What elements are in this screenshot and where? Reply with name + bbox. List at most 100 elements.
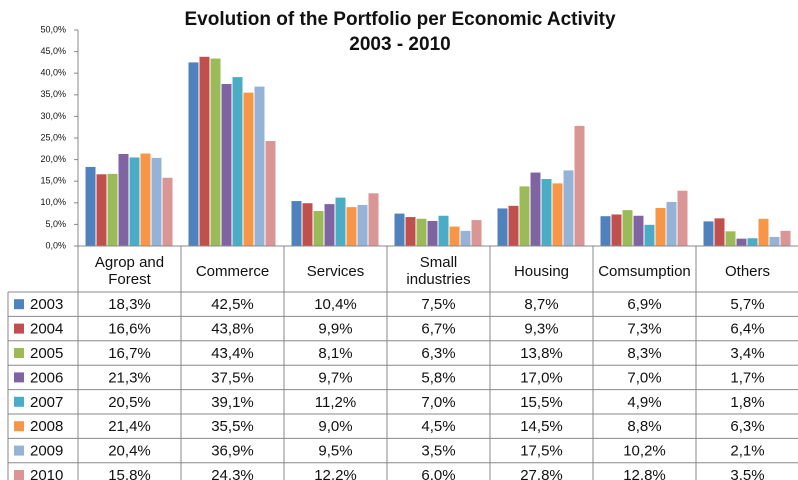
value-label: 3,5% [730, 467, 764, 480]
legend-swatch [14, 299, 24, 310]
value-label: 42,5% [211, 296, 254, 313]
bar [265, 141, 276, 246]
value-label: 10,2% [623, 443, 666, 460]
value-label: 8,7% [524, 296, 558, 313]
bar [302, 203, 313, 246]
bar [541, 179, 552, 246]
value-label: 6,3% [421, 345, 455, 362]
bar [574, 125, 585, 246]
bar [313, 211, 324, 246]
y-tick-label: 5,0% [45, 219, 66, 229]
value-label: 21,3% [108, 369, 151, 386]
value-label: 37,5% [211, 369, 254, 386]
category-label: Others [724, 262, 770, 280]
bar [405, 217, 416, 246]
value-label: 35,5% [211, 418, 254, 435]
bar [471, 220, 482, 246]
legend-swatch [14, 445, 24, 456]
bar [335, 197, 346, 246]
value-label: 24,3% [211, 467, 254, 480]
bar [600, 216, 611, 246]
bar [438, 215, 449, 246]
bar [552, 183, 563, 246]
value-label: 18,3% [108, 296, 151, 313]
bar [622, 210, 633, 246]
value-label: 20,5% [108, 394, 151, 411]
bar [563, 170, 574, 246]
legend-label: 2003 [30, 296, 63, 313]
bar [221, 84, 232, 246]
bar [644, 224, 655, 246]
value-label: 9,3% [524, 321, 558, 338]
bar [714, 218, 725, 246]
legend-label: 2004 [30, 321, 63, 338]
bar [129, 157, 140, 246]
y-tick-label: 0,0% [45, 240, 66, 250]
bar [107, 173, 118, 246]
legend-swatch [14, 421, 24, 432]
value-label: 9,0% [318, 418, 352, 435]
bar [118, 153, 129, 246]
value-label: 43,8% [211, 321, 254, 338]
bar [151, 157, 162, 246]
value-label: 27,8% [520, 467, 563, 480]
value-label: 5,8% [421, 369, 455, 386]
bar [780, 230, 791, 246]
value-label: 8,1% [318, 345, 352, 362]
value-label: 11,2% [315, 394, 356, 411]
bar [357, 204, 368, 246]
y-tick-label: 50,0% [40, 24, 66, 34]
value-label: 8,8% [627, 418, 661, 435]
value-label: 12,2% [314, 467, 357, 480]
value-label: 6,3% [730, 418, 764, 435]
bar [633, 215, 644, 246]
bar [449, 226, 460, 246]
value-label: 39,1% [211, 394, 254, 411]
y-tick-label: 35,0% [40, 89, 66, 99]
bar [232, 77, 243, 246]
bar [162, 177, 173, 246]
y-tick-label: 15,0% [40, 176, 66, 186]
bar [210, 58, 221, 247]
value-label: 20,4% [108, 443, 151, 460]
value-label: 1,8% [730, 394, 764, 411]
bar [254, 86, 265, 246]
y-tick-label: 45,0% [40, 46, 66, 56]
y-tick-label: 30,0% [40, 111, 66, 121]
bar [736, 238, 747, 246]
bar [497, 208, 508, 246]
legend-label: 2009 [30, 443, 63, 460]
value-label: 4,9% [627, 394, 661, 411]
category-label: Services [306, 262, 365, 280]
legend-swatch [14, 396, 24, 407]
bar [508, 205, 519, 246]
value-label: 9,9% [318, 321, 352, 338]
bar [394, 213, 405, 246]
value-label: 1,7% [730, 369, 764, 386]
value-label: 7,0% [421, 394, 455, 411]
value-label: 6,7% [421, 321, 455, 338]
value-label: 14,5% [520, 418, 563, 435]
bar [530, 172, 541, 246]
bar [703, 221, 714, 246]
bar [291, 201, 302, 246]
value-label: 4,5% [421, 418, 455, 435]
bar [666, 201, 677, 246]
value-label: 16,6% [108, 321, 151, 338]
category-label: Commerce [195, 262, 270, 280]
bar [611, 214, 622, 246]
bar [346, 207, 357, 246]
category-label: Comsumption [598, 262, 691, 280]
y-tick-label: 20,0% [40, 154, 66, 164]
category-label: Small industries [406, 254, 471, 288]
bar [416, 218, 427, 246]
value-label: 2,1% [730, 443, 764, 460]
value-label: 21,4% [108, 418, 151, 435]
y-tick-label: 25,0% [40, 132, 66, 142]
legend-swatch [14, 348, 24, 358]
legend-label: 2010 [30, 467, 63, 480]
value-label: 6,0% [421, 467, 455, 480]
legend-swatch [14, 470, 24, 480]
bar [758, 218, 769, 246]
